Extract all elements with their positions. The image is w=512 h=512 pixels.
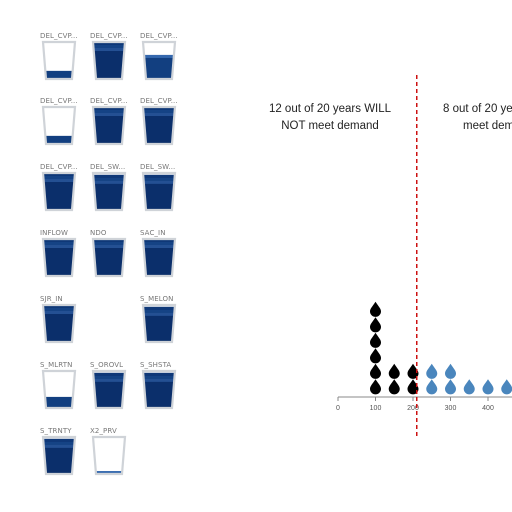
cup-gauge [141,105,177,146]
variable-tile[interactable]: DEL_CVP... [90,97,130,147]
year-drop-marker[interactable] [370,379,381,395]
year-drop-marker[interactable] [426,363,438,379]
tile-label: SAC_IN [140,229,166,237]
variable-tile[interactable]: S_MELON [140,295,180,345]
cup-gauge [91,105,127,146]
year-drop-marker[interactable] [388,363,400,379]
tile-label: S_OROVL [90,361,124,369]
right-annotation-line-1: 8 out of 20 years [443,103,512,115]
cup-gauge [41,369,77,410]
year-drop-marker[interactable] [370,317,381,333]
left-annotation-line-2: NOT meet demand [281,120,379,132]
cup-gauge [41,435,77,476]
tile-label: S_MLRTN [40,361,73,369]
x-tick-label: 100 [370,405,382,412]
variable-tile[interactable]: DEL_CVP... [40,163,80,213]
variable-tile[interactable]: DEL_CVP... [140,32,180,82]
cup-gauge [141,171,177,212]
x-tick-label: 400 [482,405,494,412]
variable-tile[interactable]: SJR_IN [40,295,80,345]
tile-label: INFLOW [40,229,69,237]
year-drop-marker[interactable] [445,379,457,395]
right-annotation-line-2: meet dem [463,120,512,132]
year-drop-marker[interactable] [501,379,512,395]
variable-tile[interactable]: DEL_CVP... [140,97,180,147]
tile-label: X2_PRV [90,427,117,435]
year-drop-marker[interactable] [426,379,438,395]
tile-label: DEL_SW... [90,163,126,171]
tile-label: DEL_CVP... [90,97,128,105]
cup-gauge [41,105,77,146]
cup-gauge [91,435,127,476]
year-drop-marker[interactable] [370,348,381,364]
tile-label: DEL_CVP... [90,32,128,40]
year-drop-marker[interactable] [370,332,381,348]
variable-tile[interactable]: DEL_CVP... [40,97,80,147]
year-drop-marker[interactable] [370,301,381,317]
tile-label: DEL_CVP... [40,97,78,105]
cup-gauge [141,303,177,344]
variable-tile[interactable]: DEL_CVP... [40,32,80,82]
variable-tile[interactable]: X2_PRV [90,427,130,477]
cup-gauge [41,237,77,278]
cup-gauge [41,303,77,344]
cup-gauge [141,237,177,278]
tile-label: DEL_CVP... [40,32,78,40]
variable-tile[interactable]: DEL_CVP... [90,32,130,82]
variable-tile[interactable]: S_SHSTA [140,361,180,411]
year-drop-marker[interactable] [407,363,419,379]
x-tick-label: 200 [407,405,419,412]
variable-tile[interactable]: S_TRNTY [40,427,80,477]
cup-gauge [91,369,127,410]
cup-gauge [91,40,127,81]
tile-label: S_SHSTA [140,361,172,369]
variable-tile[interactable]: S_MLRTN [40,361,80,411]
cup-gauge [41,40,77,81]
year-drop-marker[interactable] [482,379,494,395]
cup-gauge [141,40,177,81]
x-tick-label: 0 [336,405,340,412]
tile-label: NDO [90,229,107,237]
cup-gauge [91,237,127,278]
tile-label: DEL_CVP... [40,163,78,171]
cup-gauge [141,369,177,410]
cup-gauge [41,171,77,212]
year-drop-marker[interactable] [407,379,419,395]
tile-label: SJR_IN [40,295,63,303]
tile-label: DEL_SW... [140,163,176,171]
year-drop-marker[interactable] [463,379,475,395]
variable-tile[interactable]: DEL_SW... [140,163,180,213]
variable-tile[interactable]: DEL_SW... [90,163,130,213]
year-drop-marker[interactable] [370,363,381,379]
tile-label: S_TRNTY [40,427,72,435]
tile-label: DEL_CVP... [140,97,178,105]
variable-tile[interactable]: NDO [90,229,130,279]
tile-label: DEL_CVP... [140,32,178,40]
cup-gauge [91,171,127,212]
variable-tile[interactable]: INFLOW [40,229,80,279]
x-tick-label: 300 [445,405,457,412]
tile-label: S_MELON [140,295,174,303]
variable-tile[interactable]: S_OROVL [90,361,130,411]
left-annotation-line-1: 12 out of 20 years WILL [269,103,392,115]
year-drop-marker[interactable] [388,379,400,395]
variable-tile[interactable]: SAC_IN [140,229,180,279]
year-drop-marker[interactable] [445,363,457,379]
